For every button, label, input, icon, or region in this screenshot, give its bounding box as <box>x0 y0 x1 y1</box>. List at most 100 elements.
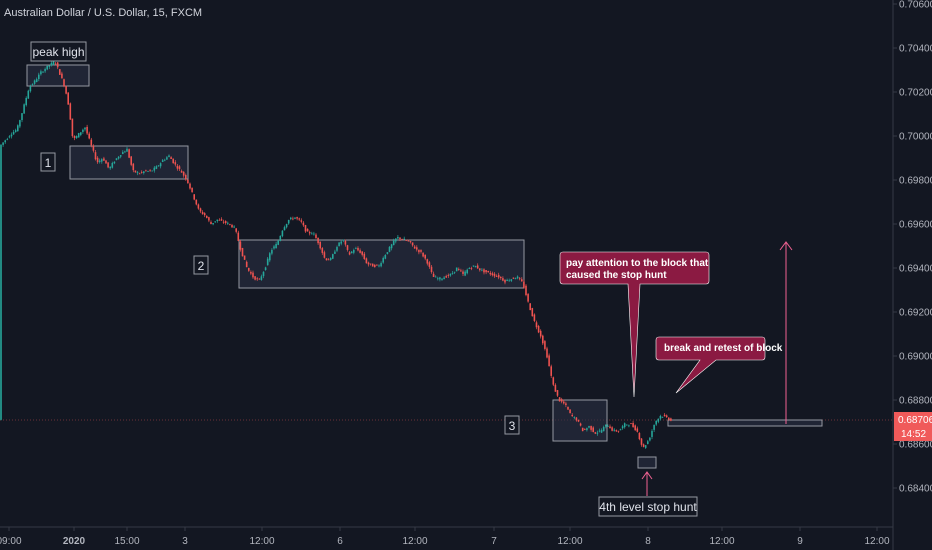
price-tick-label: 0.69000 <box>899 352 932 363</box>
bearish-candle <box>323 252 326 258</box>
bearish-candle <box>512 277 515 279</box>
bearish-candle <box>422 252 424 257</box>
bearish-candle <box>544 341 546 349</box>
bullish-candle <box>514 278 517 280</box>
bullish-candle <box>403 238 405 240</box>
bullish-candle <box>122 152 124 154</box>
time-tick-label: 12:00 <box>249 536 274 547</box>
bearish-candle <box>670 418 672 421</box>
bullish-candle <box>653 424 655 430</box>
stop-hunt-label[interactable]: 4th level stop hunt <box>598 496 698 517</box>
bearish-candle <box>556 390 559 396</box>
bearish-candle <box>413 246 416 249</box>
block-2-label[interactable]: 2 <box>193 255 209 275</box>
block-3-label[interactable]: 3 <box>504 415 520 435</box>
bearish-candle <box>405 240 408 241</box>
bearish-candle <box>418 249 420 253</box>
bearish-candle <box>642 444 645 447</box>
bullish-candle <box>397 236 399 239</box>
retest-callout[interactable]: break and retest of block <box>655 336 783 394</box>
bullish-candle <box>271 249 273 254</box>
bullish-candle <box>143 171 145 173</box>
bearish-candle <box>359 250 361 253</box>
bullish-candle <box>115 158 118 160</box>
bearish-candle <box>237 232 240 241</box>
bearish-candle <box>201 212 204 215</box>
bearish-candle <box>222 221 225 223</box>
bullish-candle <box>386 252 389 254</box>
bullish-candle <box>329 258 332 260</box>
bearish-candle <box>575 417 578 421</box>
retest-block-box[interactable] <box>667 419 823 427</box>
bullish-candle <box>151 170 153 172</box>
bearish-candle <box>105 160 107 164</box>
block-1-label[interactable]: 1 <box>40 152 56 172</box>
bearish-candle <box>69 103 72 120</box>
bullish-candle <box>50 62 53 66</box>
bearish-candle <box>182 171 185 176</box>
bullish-candle <box>285 223 288 228</box>
bearish-candle <box>665 415 668 418</box>
countdown-tag-bg <box>894 427 932 441</box>
peak-high-label[interactable]: peak high <box>30 41 87 62</box>
bullish-candle <box>12 132 15 135</box>
bullish-candle <box>453 271 456 273</box>
bearish-candle <box>73 135 76 139</box>
bearish-candle <box>300 220 303 222</box>
bearish-candle <box>258 278 261 280</box>
bearish-candle <box>504 279 506 283</box>
bearish-candle <box>250 271 252 274</box>
chart-title: Australian Dollar / U.S. Dollar, 15, FXC… <box>4 7 202 19</box>
stop-hunt-label-text: 4th level stop hunt <box>599 500 697 514</box>
bearish-candle <box>65 86 67 94</box>
bearish-candle <box>224 221 227 224</box>
bullish-candle <box>464 271 466 276</box>
price-tick-label: 0.69200 <box>899 308 932 319</box>
time-tick-label: 09:00 <box>0 536 22 547</box>
block-callout-line2: caused the stop hunt <box>566 270 667 281</box>
bullish-candle <box>101 159 103 162</box>
bullish-candle <box>596 432 599 434</box>
bullish-candle <box>644 445 647 448</box>
bullish-candle <box>621 426 624 429</box>
bullish-candle <box>516 276 519 279</box>
bearish-candle <box>430 266 433 273</box>
bearish-candle <box>399 237 401 240</box>
bearish-candle <box>315 234 317 239</box>
bearish-candle <box>535 322 538 328</box>
bullish-candle <box>466 269 468 274</box>
bullish-candle <box>455 267 458 272</box>
bearish-candle <box>319 241 321 249</box>
bearish-candle <box>371 263 374 267</box>
bullish-candle <box>279 235 282 241</box>
bullish-candle <box>35 79 38 83</box>
block-3-box[interactable] <box>552 399 608 442</box>
time-axis[interactable]: 09:00 2020 15:00 3 12:00 6 12:00 7 12:00 8 12:00 9 1… <box>0 527 890 547</box>
price-axis[interactable]: 0.70600 0.70400 0.70200 0.70000 0.69800 0.696… <box>893 0 932 495</box>
bearish-candle <box>518 278 521 280</box>
bearish-candle <box>539 330 542 337</box>
bearish-candle <box>615 430 618 432</box>
bearish-candle <box>432 273 435 278</box>
bullish-candle <box>168 155 170 158</box>
bullish-candle <box>623 423 626 428</box>
bullish-candle <box>342 239 345 241</box>
bullish-candle <box>607 426 609 427</box>
block-callout[interactable]: pay attention to the block that caused t… <box>559 251 710 398</box>
bullish-candle <box>33 80 36 84</box>
stop-hunt-box[interactable] <box>637 456 657 469</box>
bearish-candle <box>298 218 300 220</box>
bullish-candle <box>126 148 128 152</box>
block-callout-shape <box>559 251 710 398</box>
bullish-candle <box>659 415 662 419</box>
bullish-candle <box>382 257 384 263</box>
bearish-candle <box>199 208 202 212</box>
bearish-candle <box>525 285 527 296</box>
block-2-label-bg <box>193 255 209 275</box>
bullish-candle <box>336 246 338 251</box>
bullish-candle <box>283 227 286 231</box>
bearish-candle <box>638 432 641 440</box>
bearish-candle <box>67 92 69 105</box>
bearish-candle <box>376 264 378 266</box>
